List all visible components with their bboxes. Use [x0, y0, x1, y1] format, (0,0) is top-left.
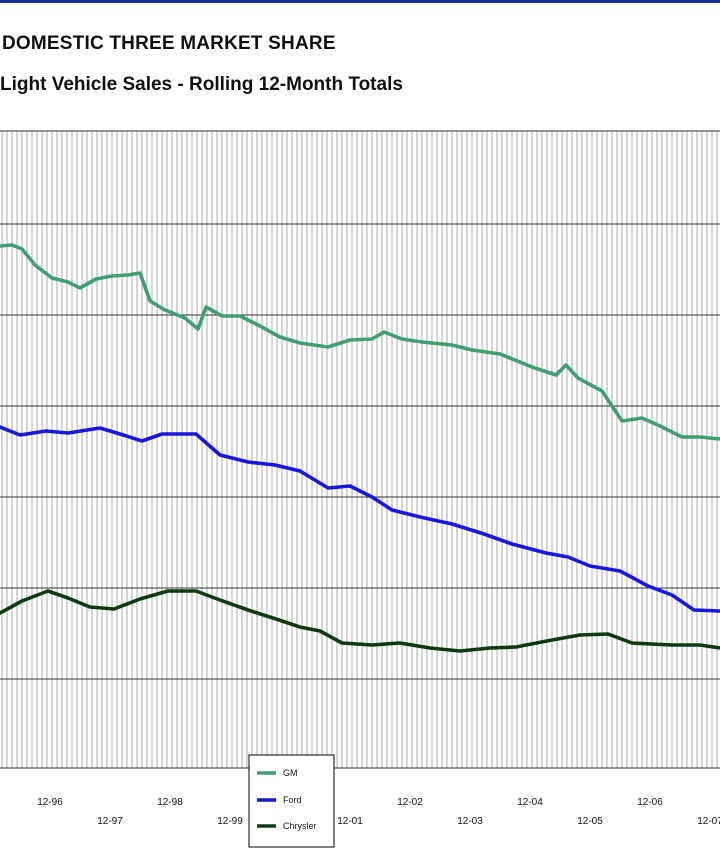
legend-label-gm: GM: [283, 768, 298, 778]
x-axis-ticks: 12-96 12-97 12-98 12-99 12-01 12-02 12-03 12-04…: [37, 797, 720, 827]
x-tick-label: 12-06: [637, 797, 663, 808]
legend-label-chrysler: Chrysler: [283, 821, 317, 831]
x-tick-label: 12-97: [97, 816, 123, 827]
x-tick-label: 12-98: [157, 797, 183, 808]
vertical-gridlines: [1, 131, 718, 768]
legend-label-ford: Ford: [283, 795, 302, 805]
legend: GM Ford Chrysler: [248, 754, 335, 848]
series-line-gm: [0, 243, 720, 441]
x-tick-label: 12-07: [697, 816, 720, 827]
horizontal-gridlines: [0, 130, 720, 769]
line-chart: 12-96 12-97 12-98 12-99 12-01 12-02 12-03 12-04…: [0, 130, 720, 848]
series-line-chrysler: [0, 589, 720, 653]
x-tick-label: 12-05: [577, 816, 603, 827]
x-tick-label: 12-02: [397, 797, 423, 808]
x-tick-label: 12-01: [337, 816, 363, 827]
x-tick-label: 12-99: [217, 816, 243, 827]
x-tick-label: 12-96: [37, 797, 63, 808]
series-line-ford: [0, 425, 720, 613]
x-tick-label: 12-04: [517, 797, 543, 808]
series-lines: [0, 243, 720, 653]
x-tick-label: 12-03: [457, 816, 483, 827]
chart-title: DOMESTIC THREE MARKET SHARE: [2, 33, 336, 54]
chart-subtitle: Light Vehicle Sales - Rolling 12-Month T…: [0, 74, 403, 95]
